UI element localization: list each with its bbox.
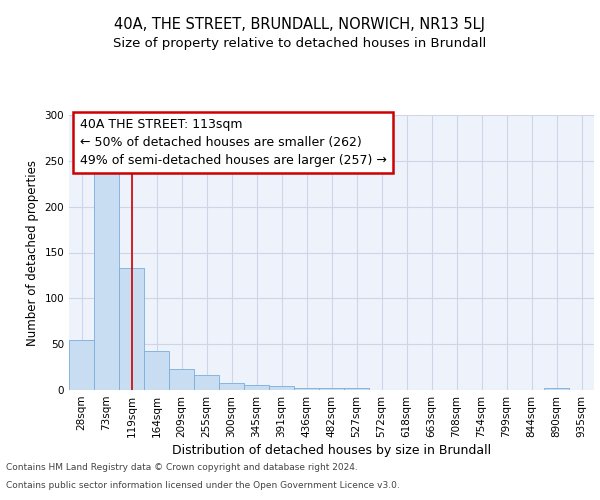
Text: Contains HM Land Registry data © Crown copyright and database right 2024.: Contains HM Land Registry data © Crown c… xyxy=(6,462,358,471)
Bar xyxy=(194,376,219,390)
Bar xyxy=(69,340,94,390)
Text: 40A, THE STREET, BRUNDALL, NORWICH, NR13 5LJ: 40A, THE STREET, BRUNDALL, NORWICH, NR13… xyxy=(115,18,485,32)
X-axis label: Distribution of detached houses by size in Brundall: Distribution of detached houses by size … xyxy=(172,444,491,457)
Bar xyxy=(144,350,169,390)
Text: Size of property relative to detached houses in Brundall: Size of property relative to detached ho… xyxy=(113,38,487,51)
Bar xyxy=(119,268,144,390)
Bar xyxy=(294,388,319,390)
Text: 40A THE STREET: 113sqm
← 50% of detached houses are smaller (262)
49% of semi-de: 40A THE STREET: 113sqm ← 50% of detached… xyxy=(79,118,386,167)
Bar xyxy=(244,384,269,390)
Bar xyxy=(219,382,244,390)
Bar xyxy=(319,388,344,390)
Bar xyxy=(344,388,369,390)
Y-axis label: Number of detached properties: Number of detached properties xyxy=(26,160,39,346)
Bar xyxy=(544,388,569,390)
Bar xyxy=(269,386,294,390)
Bar xyxy=(169,369,194,390)
Bar xyxy=(94,169,119,390)
Text: Contains public sector information licensed under the Open Government Licence v3: Contains public sector information licen… xyxy=(6,481,400,490)
